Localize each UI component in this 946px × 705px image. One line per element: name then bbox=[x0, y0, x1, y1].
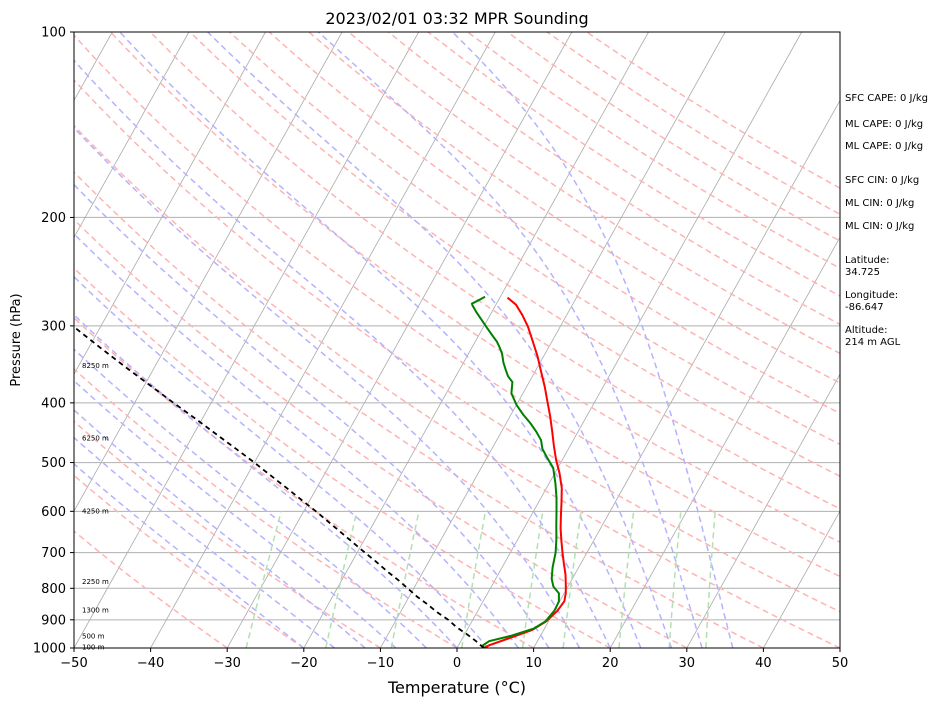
isotherm-line bbox=[226, 32, 573, 648]
height-label: 2250 m bbox=[82, 578, 109, 586]
ml-cin-label: ML CIN: 0 J/kg bbox=[845, 198, 915, 209]
dry-adiabat-line bbox=[74, 79, 840, 613]
y-tick-label: 400 bbox=[41, 396, 66, 411]
height-label: 500 m bbox=[82, 633, 105, 641]
sounding-traces bbox=[74, 295, 567, 648]
moist-adiabat-line bbox=[74, 183, 550, 648]
moist-adiabat-line bbox=[317, 32, 703, 648]
y-tick-label: 800 bbox=[41, 582, 66, 597]
sfc-cape-label: SFC CAPE: 0 J/kg bbox=[845, 93, 928, 104]
dry-adiabat-line bbox=[427, 32, 840, 297]
mixing-ratio-line bbox=[562, 511, 582, 648]
x-tick-label: 40 bbox=[755, 656, 772, 671]
dry-adiabat-line bbox=[229, 32, 840, 446]
isotherm-line bbox=[74, 32, 343, 512]
dry-adiabat-line bbox=[74, 171, 764, 648]
ml-cape-label-2: ML CAPE: 0 J/kg bbox=[845, 141, 924, 152]
moist-adiabat-line bbox=[74, 313, 458, 648]
dry-adiabat-line bbox=[308, 32, 840, 384]
mixing-ratio-line bbox=[705, 511, 717, 648]
x-tick-label: 30 bbox=[679, 656, 696, 671]
x-tick-label: −20 bbox=[290, 656, 317, 671]
ml-cape-label: ML CAPE: 0 J/kg bbox=[845, 119, 924, 130]
x-axis-label: Temperature (°C) bbox=[387, 678, 526, 697]
parcel-profile-trace bbox=[74, 325, 485, 648]
isotherm-line bbox=[533, 99, 840, 648]
chart-title: 2023/02/01 03:32 MPR Sounding bbox=[325, 9, 588, 28]
mixing-ratio-line bbox=[460, 511, 487, 648]
y-tick-label: 500 bbox=[41, 456, 66, 471]
y-tick-label: 100 bbox=[41, 26, 66, 41]
height-labels: 8250 m 6250 m 4250 m 2250 m 1300 m 500 m 100 m bbox=[82, 362, 109, 652]
moist-adiabat-line bbox=[74, 379, 397, 648]
mixing-ratio-line bbox=[521, 511, 544, 648]
isotherm-line bbox=[686, 373, 840, 648]
moist-adiabat-line bbox=[74, 275, 489, 648]
isotherm-line bbox=[609, 236, 840, 648]
x-tick-label: 20 bbox=[602, 656, 619, 671]
moist-adiabat-line bbox=[119, 32, 642, 648]
height-label: 6250 m bbox=[82, 434, 109, 442]
mixing-ratio-line bbox=[245, 511, 282, 648]
isotherm-line bbox=[74, 32, 190, 239]
isotherm-line bbox=[763, 510, 840, 648]
y-tick-label: 300 bbox=[41, 319, 66, 334]
temperature-trace bbox=[483, 296, 567, 648]
x-tick-label: 10 bbox=[525, 656, 542, 671]
y-tick-label: 700 bbox=[41, 546, 66, 561]
isotherm-line bbox=[74, 32, 420, 648]
isotherm-line bbox=[150, 32, 496, 648]
x-tick-label: 0 bbox=[453, 656, 461, 671]
dry-adiabat-line bbox=[268, 32, 840, 415]
dry-adiabat-line bbox=[74, 218, 688, 648]
isotherm-line bbox=[303, 32, 649, 648]
moist-adiabat-line bbox=[74, 126, 581, 648]
y-tick-label: 200 bbox=[41, 211, 66, 226]
dewpoint-trace bbox=[470, 295, 560, 648]
moist-adiabat-line bbox=[74, 59, 611, 648]
dry-adiabat-line bbox=[149, 32, 840, 510]
mixing-ratio-line bbox=[390, 511, 420, 648]
dry-adiabat-line bbox=[74, 367, 458, 648]
height-label: 8250 m bbox=[82, 362, 109, 370]
dry-adiabat-line bbox=[189, 32, 840, 478]
dry-adiabat-line bbox=[74, 34, 840, 578]
x-tick-label: −30 bbox=[213, 656, 240, 671]
sfc-cin-label: SFC CIN: 0 J/kg bbox=[845, 175, 920, 186]
altitude-label: Altitude: 214 m AGL bbox=[845, 325, 901, 348]
moist-adiabat-line bbox=[451, 32, 734, 648]
x-tick-label: −50 bbox=[60, 656, 87, 671]
x-tick-label: 50 bbox=[832, 656, 849, 671]
moist-adiabat-line bbox=[207, 32, 673, 648]
y-tick-label: 900 bbox=[41, 613, 66, 628]
x-tick-label: −10 bbox=[367, 656, 394, 671]
isotherm-line bbox=[456, 32, 803, 648]
moist-adiabat-line bbox=[74, 409, 366, 648]
y-axis-label: Pressure (hPa) bbox=[9, 293, 24, 386]
height-label: 100 m bbox=[82, 644, 105, 652]
dry-adiabat-line bbox=[74, 530, 228, 648]
moist-adiabat-line bbox=[74, 462, 305, 648]
y-tick-label: 1000 bbox=[33, 642, 66, 657]
latitude-label: Latitude: 34.725 bbox=[845, 255, 890, 278]
isotherm-line bbox=[74, 32, 266, 376]
y-tick-label: 600 bbox=[41, 505, 66, 520]
dry-adiabat-line bbox=[109, 32, 840, 544]
ml-cin-label-2: ML CIN: 0 J/kg bbox=[845, 221, 915, 232]
moist-adiabat-line bbox=[74, 232, 519, 648]
moist-adiabat-line bbox=[74, 348, 427, 648]
isotherm-line bbox=[380, 32, 726, 648]
mixing-ratio-line bbox=[618, 511, 635, 648]
height-label: 1300 m bbox=[82, 607, 109, 615]
background-lines bbox=[74, 32, 840, 648]
dry-adiabat-line bbox=[387, 32, 840, 326]
dry-adiabat-line bbox=[74, 316, 534, 648]
x-tick-label: −40 bbox=[137, 656, 164, 671]
longitude-label: Longitude: -86.647 bbox=[845, 290, 899, 313]
height-label: 4250 m bbox=[82, 507, 109, 515]
